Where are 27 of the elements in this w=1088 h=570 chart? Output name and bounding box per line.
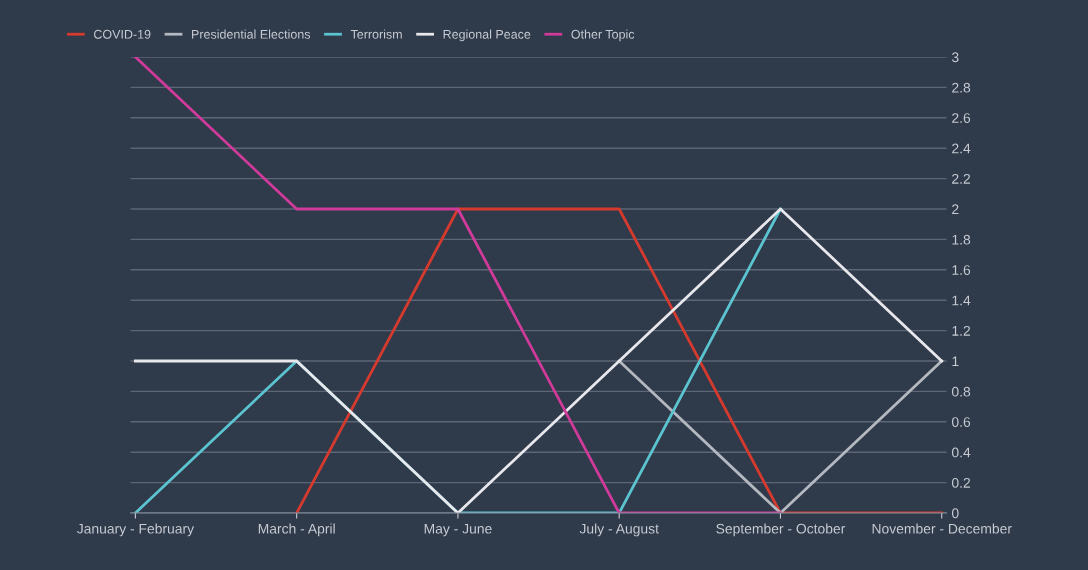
y-tick-label: 2.8 [952, 82, 971, 93]
x-tick-label: May - June [424, 523, 492, 537]
y-tick-label: 0.2 [951, 477, 971, 488]
y-tick-label: 1.2 [952, 325, 971, 336]
y-tick-label: 1 [952, 356, 959, 367]
y-tick-label: 2.2 [952, 173, 971, 184]
legend-label: Presidential Elections [192, 29, 311, 39]
legend-label: Other Topic [571, 29, 635, 42]
y-tick-label: 2 [952, 204, 959, 215]
y-tick-label: 2.4 [952, 143, 971, 154]
x-tick-label: July - August [579, 523, 659, 537]
x-tick-label: January - February [76, 523, 195, 537]
y-tick-label: 1.4 [952, 295, 971, 306]
y-tick-label: 3 [951, 52, 959, 63]
legend-label: Terrorism [350, 29, 402, 39]
x-tick-label: March - April [258, 523, 335, 537]
y-tick-label: 2.6 [952, 113, 971, 123]
legend-label: COVID-19 [94, 29, 151, 39]
y-tick-label: 0 [951, 508, 959, 519]
y-tick-label: 0.8 [951, 386, 971, 397]
y-tick-label: 0.6 [951, 417, 971, 427]
y-tick-label: 1.8 [952, 234, 971, 245]
x-tick-label: September - October [716, 523, 846, 537]
y-tick-label: 0.4 [951, 447, 971, 458]
x-tick-label: November - December [872, 523, 1012, 534]
y-tick-label: 1.6 [952, 265, 971, 275]
legend-label: Regional Peace [443, 29, 531, 42]
